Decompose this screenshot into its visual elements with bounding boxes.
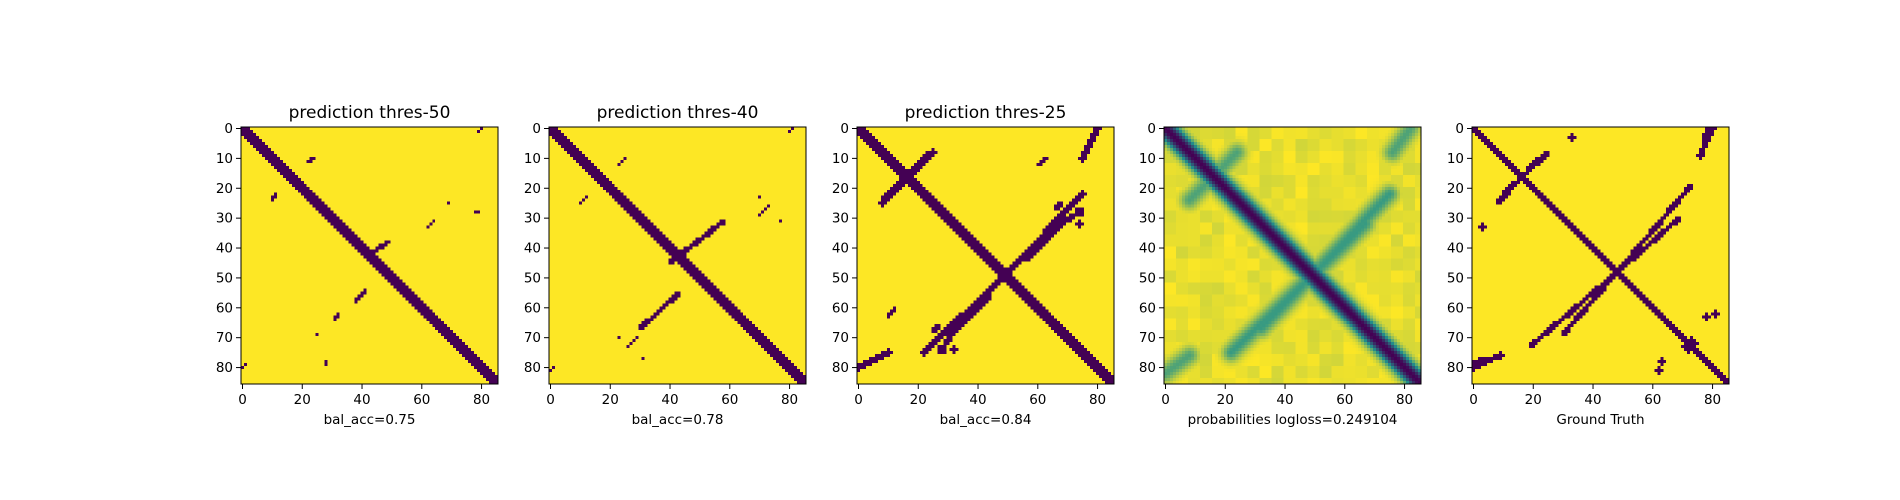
y-tick-label: 70 xyxy=(832,330,849,346)
panel-title: prediction thres-25 xyxy=(905,103,1067,123)
x-tick-label: 20 xyxy=(910,392,927,408)
y-tick-label: 10 xyxy=(832,151,849,167)
y-tick-label: 10 xyxy=(216,151,233,167)
x-tick-label: 80 xyxy=(1704,392,1721,408)
x-tick-label: 40 xyxy=(661,392,678,408)
y-tick-label: 70 xyxy=(524,330,541,346)
x-tick-label: 80 xyxy=(473,392,490,408)
axes-frame xyxy=(856,126,1115,385)
y-tick-label: 50 xyxy=(1447,270,1464,286)
y-tick-label: 60 xyxy=(832,300,849,316)
x-tick-label: 60 xyxy=(413,392,430,408)
panel-3: 0 20 40 60 80 0 10 20 30 40 50 60 70 80 prediction thr… xyxy=(832,103,1115,428)
panel-1: 0 20 40 60 80 0 10 20 30 40 50 60 70 80 prediction thr… xyxy=(216,103,499,428)
x-axis-label: Ground Truth xyxy=(1556,412,1644,428)
y-tick-label: 10 xyxy=(524,151,541,167)
heatmap-image xyxy=(241,127,498,384)
y-tick-label: 30 xyxy=(1447,211,1464,227)
y-tick-label: 0 xyxy=(224,121,233,137)
x-tick-label: 80 xyxy=(1396,392,1413,408)
y-tick-label: 30 xyxy=(524,211,541,227)
panel-title: prediction thres-40 xyxy=(597,103,759,123)
panel-4: 0 20 40 60 80 0 10 20 30 40 50 60 70 80 probabilities … xyxy=(1139,121,1422,428)
x-tick-label: 0 xyxy=(1469,392,1478,408)
y-tick-label: 20 xyxy=(524,181,541,197)
y-tick-label: 0 xyxy=(532,121,541,137)
x-tick-label: 20 xyxy=(1217,392,1234,408)
panel-5: 0 20 40 60 80 0 10 20 30 40 50 60 70 80 Ground Truth xyxy=(1447,121,1730,428)
y-tick-label: 40 xyxy=(216,241,233,257)
panel-title: prediction thres-50 xyxy=(289,103,451,123)
x-axis-label: bal_acc=0.84 xyxy=(940,412,1032,428)
heatmap-image xyxy=(549,127,806,384)
y-tick-label: 40 xyxy=(524,241,541,257)
panel-2: 0 20 40 60 80 0 10 20 30 40 50 60 70 80 prediction thr… xyxy=(524,103,807,428)
axes-frame xyxy=(548,126,807,385)
y-tick-label: 50 xyxy=(524,270,541,286)
y-tick-label: 0 xyxy=(1147,121,1156,137)
y-tick-label: 40 xyxy=(1447,241,1464,257)
y-tick-label: 80 xyxy=(1139,360,1156,376)
y-tick-label: 70 xyxy=(1447,330,1464,346)
heatmap-image xyxy=(857,127,1114,384)
y-tick-label: 20 xyxy=(1447,181,1464,197)
x-tick-label: 20 xyxy=(1525,392,1542,408)
y-tick-label: 60 xyxy=(1447,300,1464,316)
x-tick-label: 40 xyxy=(353,392,370,408)
x-axis-label: probabilities logloss=0.249104 xyxy=(1188,412,1398,428)
x-tick-label: 80 xyxy=(781,392,798,408)
x-tick-label: 0 xyxy=(546,392,555,408)
x-tick-label: 60 xyxy=(721,392,738,408)
y-tick-label: 20 xyxy=(216,181,233,197)
x-tick-label: 40 xyxy=(1584,392,1601,408)
y-tick-label: 70 xyxy=(1139,330,1156,346)
heatmap-image xyxy=(1472,127,1729,384)
x-tick-label: 60 xyxy=(1644,392,1661,408)
x-tick-label: 20 xyxy=(602,392,619,408)
y-tick-label: 10 xyxy=(1139,151,1156,167)
x-tick-label: 80 xyxy=(1089,392,1106,408)
axes-frame xyxy=(240,126,499,385)
y-tick-label: 20 xyxy=(832,181,849,197)
y-tick-label: 30 xyxy=(216,211,233,227)
x-axis-label: bal_acc=0.75 xyxy=(324,412,416,428)
y-tick-label: 50 xyxy=(832,270,849,286)
x-tick-label: 0 xyxy=(854,392,863,408)
y-tick-label: 30 xyxy=(1139,211,1156,227)
y-tick-label: 40 xyxy=(1139,241,1156,257)
y-tick-label: 40 xyxy=(832,241,849,257)
y-tick-label: 10 xyxy=(1447,151,1464,167)
x-tick-label: 0 xyxy=(1161,392,1170,408)
y-tick-label: 80 xyxy=(216,360,233,376)
y-tick-label: 80 xyxy=(1447,360,1464,376)
x-axis-label: bal_acc=0.78 xyxy=(632,412,724,428)
x-tick-label: 60 xyxy=(1336,392,1353,408)
y-tick-label: 0 xyxy=(840,121,849,137)
y-tick-label: 60 xyxy=(216,300,233,316)
y-tick-label: 30 xyxy=(832,211,849,227)
y-tick-label: 0 xyxy=(1455,121,1464,137)
x-tick-label: 40 xyxy=(1276,392,1293,408)
x-tick-label: 20 xyxy=(294,392,311,408)
y-tick-label: 60 xyxy=(524,300,541,316)
x-tick-label: 60 xyxy=(1029,392,1046,408)
axes-frame xyxy=(1163,126,1422,385)
y-tick-label: 80 xyxy=(524,360,541,376)
x-tick-label: 0 xyxy=(238,392,247,408)
x-tick-label: 40 xyxy=(969,392,986,408)
heatmap-image xyxy=(1164,127,1421,384)
y-tick-label: 70 xyxy=(216,330,233,346)
axes-frame xyxy=(1471,126,1730,385)
y-tick-label: 80 xyxy=(832,360,849,376)
y-tick-label: 50 xyxy=(216,270,233,286)
y-tick-label: 60 xyxy=(1139,300,1156,316)
y-tick-label: 50 xyxy=(1139,270,1156,286)
y-tick-label: 20 xyxy=(1139,181,1156,197)
